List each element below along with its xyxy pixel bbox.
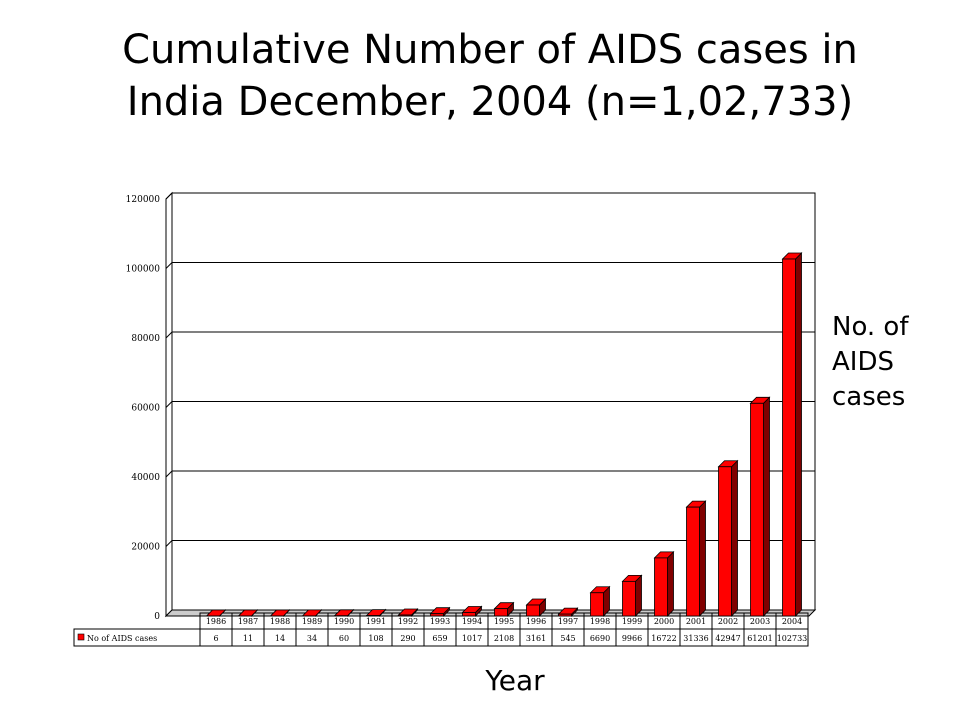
bar	[494, 608, 508, 617]
x-tick-label: 1988	[270, 617, 290, 626]
data-table-value: 102733	[777, 634, 808, 643]
data-table-value: 3161	[526, 634, 546, 643]
legend-label: No of AIDS cases	[87, 634, 157, 643]
bar	[686, 506, 700, 617]
gridline-diag	[165, 470, 173, 478]
bar	[622, 580, 636, 617]
bar	[718, 466, 732, 617]
y-tick-label: 120000	[126, 195, 161, 205]
y-tick-label: 20000	[131, 543, 160, 553]
x-tick-label: 2004	[782, 617, 802, 626]
x-tick-label: 1992	[398, 617, 418, 626]
data-table-value: 2108	[494, 634, 514, 643]
y-axis-label-line3: cases	[832, 382, 906, 412]
chart-title-line1: Cumulative Number of AIDS cases in	[122, 27, 858, 73]
data-table-value: 34	[307, 634, 317, 643]
bar-side	[763, 396, 770, 617]
data-table-value: 1017	[462, 634, 482, 643]
x-tick-label: 1996	[526, 617, 546, 626]
data-table-value: 11	[243, 634, 253, 643]
x-tick-label: 1987	[238, 617, 258, 626]
y-axis-label-line1: No. of	[832, 312, 909, 342]
data-table-value: 60	[339, 634, 349, 643]
x-tick-label: 2001	[686, 617, 706, 626]
bar-side	[731, 459, 738, 617]
x-tick-label: 1994	[462, 617, 482, 626]
x-tick-label: 1995	[494, 617, 514, 626]
gridline-diag	[165, 192, 173, 200]
gridline-diag	[165, 331, 173, 339]
gridline-diag	[165, 401, 173, 408]
y-tick-label: 0	[154, 612, 160, 622]
bar-side	[635, 574, 642, 617]
x-tick-label: 2000	[654, 617, 674, 626]
data-table-value: 108	[368, 634, 383, 643]
x-axis-title: Year	[485, 664, 545, 697]
bar	[654, 557, 668, 617]
y-tick-label: 100000	[126, 265, 161, 275]
gridline-diag	[165, 540, 173, 547]
data-table-value: 545	[560, 634, 575, 643]
bar	[590, 592, 604, 617]
data-table-value: 31336	[683, 634, 708, 643]
y-axis-label-line2: AIDS	[832, 347, 894, 377]
x-tick-label: 1997	[558, 617, 578, 626]
data-table-value: 16722	[651, 634, 676, 643]
gridline-diag	[165, 262, 173, 269]
chart-title: Cumulative Number of AIDS cases in India…	[40, 24, 940, 128]
data-table-value: 290	[400, 634, 415, 643]
bar	[398, 614, 412, 617]
data-table-value: 42947	[715, 634, 740, 643]
data-table-value: 659	[432, 634, 447, 643]
x-tick-label: 2003	[750, 617, 770, 626]
data-table-value: 9966	[622, 634, 642, 643]
bar-side	[667, 550, 674, 617]
x-tick-label: 1998	[590, 617, 610, 626]
x-tick-label: 1993	[430, 617, 450, 626]
x-tick-label: 1986	[206, 617, 226, 626]
x-tick-label: 1999	[622, 617, 642, 626]
data-table-value: 6690	[590, 634, 610, 643]
y-tick-label: 60000	[131, 404, 160, 414]
x-tick-label: 1989	[302, 617, 322, 626]
bar	[430, 613, 444, 617]
data-table-value: 14	[275, 634, 285, 643]
data-table-value: 61201	[747, 634, 772, 643]
x-tick-label: 1990	[334, 617, 354, 626]
x-tick-label: 1991	[366, 617, 386, 626]
bar	[782, 258, 796, 617]
y-tick-label: 40000	[131, 473, 160, 483]
legend-swatch	[77, 633, 85, 641]
data-table-value: 6	[213, 634, 218, 643]
bar-side	[795, 252, 802, 617]
bar	[750, 402, 764, 617]
x-tick-label: 2002	[718, 617, 738, 626]
y-tick-label: 80000	[131, 334, 160, 344]
chart-title-line2: India December, 2004 (n=1,02,733)	[126, 79, 854, 125]
y-axis-label: No. of AIDS cases	[832, 310, 942, 415]
bar-side	[699, 500, 706, 617]
bar	[462, 612, 476, 617]
bar	[558, 613, 572, 617]
bar	[526, 604, 540, 617]
